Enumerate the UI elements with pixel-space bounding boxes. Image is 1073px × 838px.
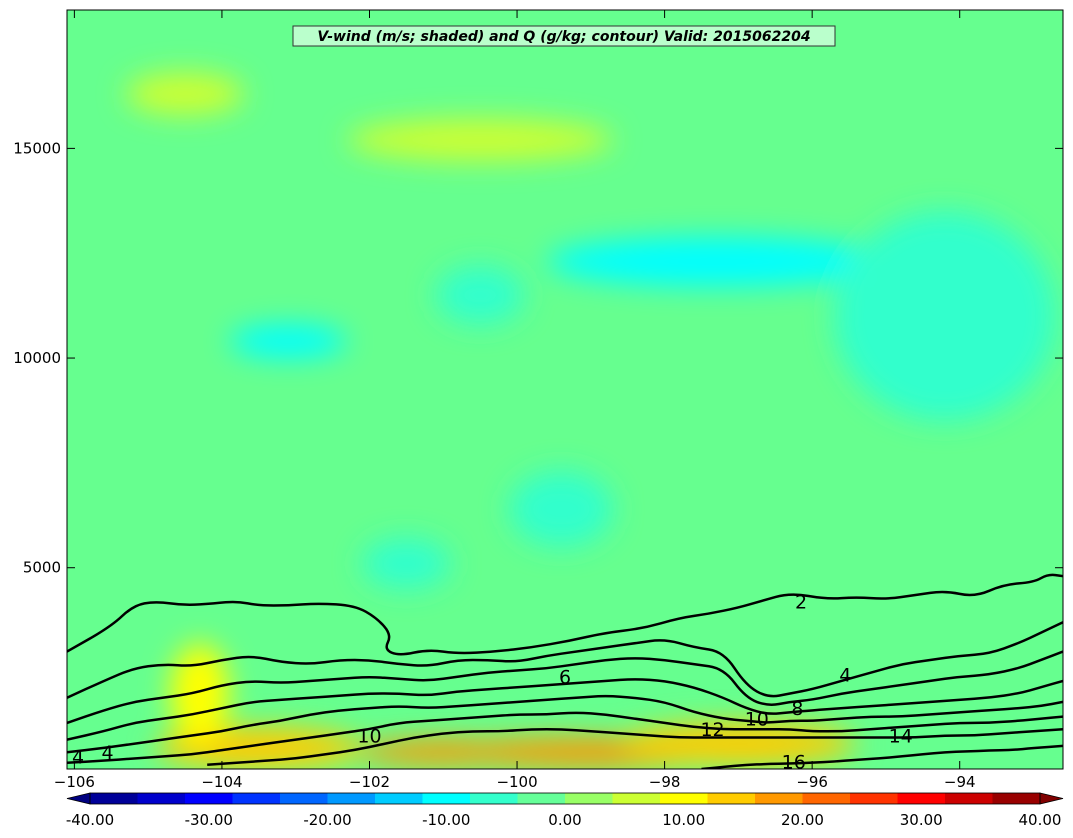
colorbar: -40.00 -30.00 -20.00 -10.00 0.00 10.00 20.00 30… xyxy=(66,792,1064,829)
colorbar-tick-label: 10.00 xyxy=(662,811,705,829)
plot-frame xyxy=(66,9,1064,770)
colorbar-cells xyxy=(66,792,1064,805)
colorbar-tick-label: 0.00 xyxy=(548,811,581,829)
colorbar-cell xyxy=(327,793,376,804)
colorbar-cell xyxy=(90,793,138,804)
shaded-field xyxy=(126,72,1056,769)
contour-line-12 xyxy=(67,711,1063,764)
colorbar-cell xyxy=(565,793,613,804)
contour-label: 12 xyxy=(700,719,724,741)
x-tick-label: −100 xyxy=(496,773,537,791)
x-tick-label: −104 xyxy=(201,773,242,791)
colorbar-tick-label: 40.00 xyxy=(1019,811,1062,829)
shaded-region xyxy=(620,722,857,765)
y-tick-label: 5000 xyxy=(23,559,61,577)
shaded-region xyxy=(834,211,1056,421)
y-tick-label: 10000 xyxy=(13,349,61,367)
colorbar-cell xyxy=(755,793,803,804)
contour-label: 10 xyxy=(745,709,769,731)
contour-lines xyxy=(67,573,1063,769)
x-tick-label: −106 xyxy=(54,773,95,791)
contour-line-4 xyxy=(67,621,1063,699)
colorbar-tick-label: -40.00 xyxy=(66,811,114,829)
chart-title-box: V-wind (m/s; shaded) and Q (g/kg; contou… xyxy=(292,25,836,47)
shaded-region xyxy=(435,265,525,325)
colorbar-extend-max xyxy=(1039,792,1064,805)
colorbar-extend-min xyxy=(66,792,91,805)
colorbar-tick-label: -30.00 xyxy=(185,811,233,829)
y-tick-label: 15000 xyxy=(13,139,61,157)
colorbar-tick-label: -20.00 xyxy=(303,811,351,829)
colorbar-cell xyxy=(232,793,281,804)
colorbar-cell xyxy=(422,793,471,804)
contour-label: 2 xyxy=(795,591,807,613)
colorbar-tick-label: 30.00 xyxy=(900,811,943,829)
shaded-region xyxy=(362,538,451,589)
shaded-region xyxy=(347,119,613,161)
x-tick-label: −98 xyxy=(649,773,681,791)
colorbar-tick-label: 20.00 xyxy=(781,811,824,829)
shaded-region xyxy=(671,240,791,275)
colorbar-cell xyxy=(802,793,851,804)
colorbar-cell xyxy=(612,793,661,804)
colorbar-cell xyxy=(137,793,186,804)
contour-line-2 xyxy=(67,573,1063,656)
colorbar-cell xyxy=(850,793,898,804)
chart-title: V-wind (m/s; shaded) and Q (g/kg; contou… xyxy=(317,29,810,45)
contour-label: 4 xyxy=(839,665,851,687)
colorbar-tick-label: -10.00 xyxy=(422,811,470,829)
x-axis: −106 −104 −102 −100 −98 −96 −94 xyxy=(54,10,976,791)
y-axis: 5000 10000 15000 xyxy=(13,139,1063,577)
colorbar-cell xyxy=(470,793,518,804)
contour-label: 10 xyxy=(357,725,381,747)
contour-line-10 xyxy=(67,694,1063,754)
contour-label: 14 xyxy=(889,725,913,747)
x-tick-label: −96 xyxy=(796,773,828,791)
colorbar-cell xyxy=(897,793,946,804)
contour-label: 8 xyxy=(791,698,803,720)
colorbar-cell xyxy=(185,793,233,804)
shaded-region xyxy=(126,72,245,115)
contour-label: 4 xyxy=(72,746,84,768)
contour-line-8 xyxy=(67,678,1063,741)
shaded-region xyxy=(354,739,532,765)
colorbar-cell xyxy=(660,793,708,804)
colorbar-ticks: -40.00 -30.00 -20.00 -10.00 0.00 10.00 20.00 30… xyxy=(66,811,1062,829)
colorbar-frame xyxy=(89,792,1041,805)
contour-label: 4 xyxy=(102,742,114,764)
colorbar-cell xyxy=(992,793,1041,804)
x-tick-label: −102 xyxy=(349,773,390,791)
colorbar-cell xyxy=(945,793,993,804)
shaded-region xyxy=(229,324,348,359)
title-background xyxy=(292,25,836,47)
contour-line-16 xyxy=(701,744,1063,769)
colorbar-cell xyxy=(375,793,423,804)
contour-line-14 xyxy=(207,727,1063,767)
colorbar-cell xyxy=(707,793,756,804)
contour-label: 16 xyxy=(782,751,806,773)
x-tick-label: −94 xyxy=(944,773,976,791)
colorbar-cell xyxy=(280,793,328,804)
shaded-region xyxy=(509,471,613,547)
shaded-region xyxy=(170,643,230,744)
colorbar-cell xyxy=(517,793,566,804)
contour-line-6 xyxy=(67,650,1063,725)
contour-label: 6 xyxy=(559,667,571,689)
